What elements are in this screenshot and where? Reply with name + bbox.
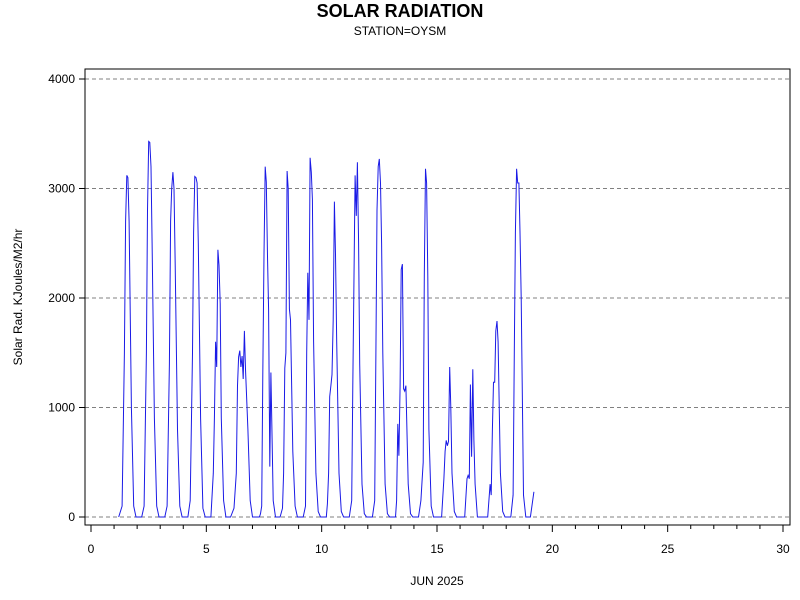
- x-axis-ticks: 0 5 10 15 20 25 30: [88, 525, 790, 556]
- x-tick-label: 15: [430, 542, 444, 556]
- y-axis-label: Solar Rad. KJoules/M2/hr: [11, 229, 25, 366]
- solar-radiation-series-line: [118, 140, 535, 518]
- y-axis-ticks: 0 1000 2000 3000 4000: [48, 72, 85, 524]
- x-tick-label: 20: [546, 542, 560, 556]
- y-tick-label: 2000: [48, 291, 75, 305]
- x-tick-label: 5: [203, 542, 210, 556]
- x-tick-label: 10: [315, 542, 329, 556]
- x-axis-label: JUN 2025: [410, 574, 464, 588]
- x-tick-label: 25: [661, 542, 675, 556]
- y-tick-label: 1000: [48, 401, 75, 415]
- y-tick-label: 0: [68, 510, 75, 524]
- chart-subtitle: STATION=OYSM: [354, 24, 447, 38]
- x-tick-label: 30: [776, 542, 790, 556]
- x-tick-label: 0: [88, 542, 95, 556]
- y-tick-label: 3000: [48, 182, 75, 196]
- chart-title: SOLAR RADIATION: [317, 1, 484, 21]
- y-tick-label: 4000: [48, 72, 75, 86]
